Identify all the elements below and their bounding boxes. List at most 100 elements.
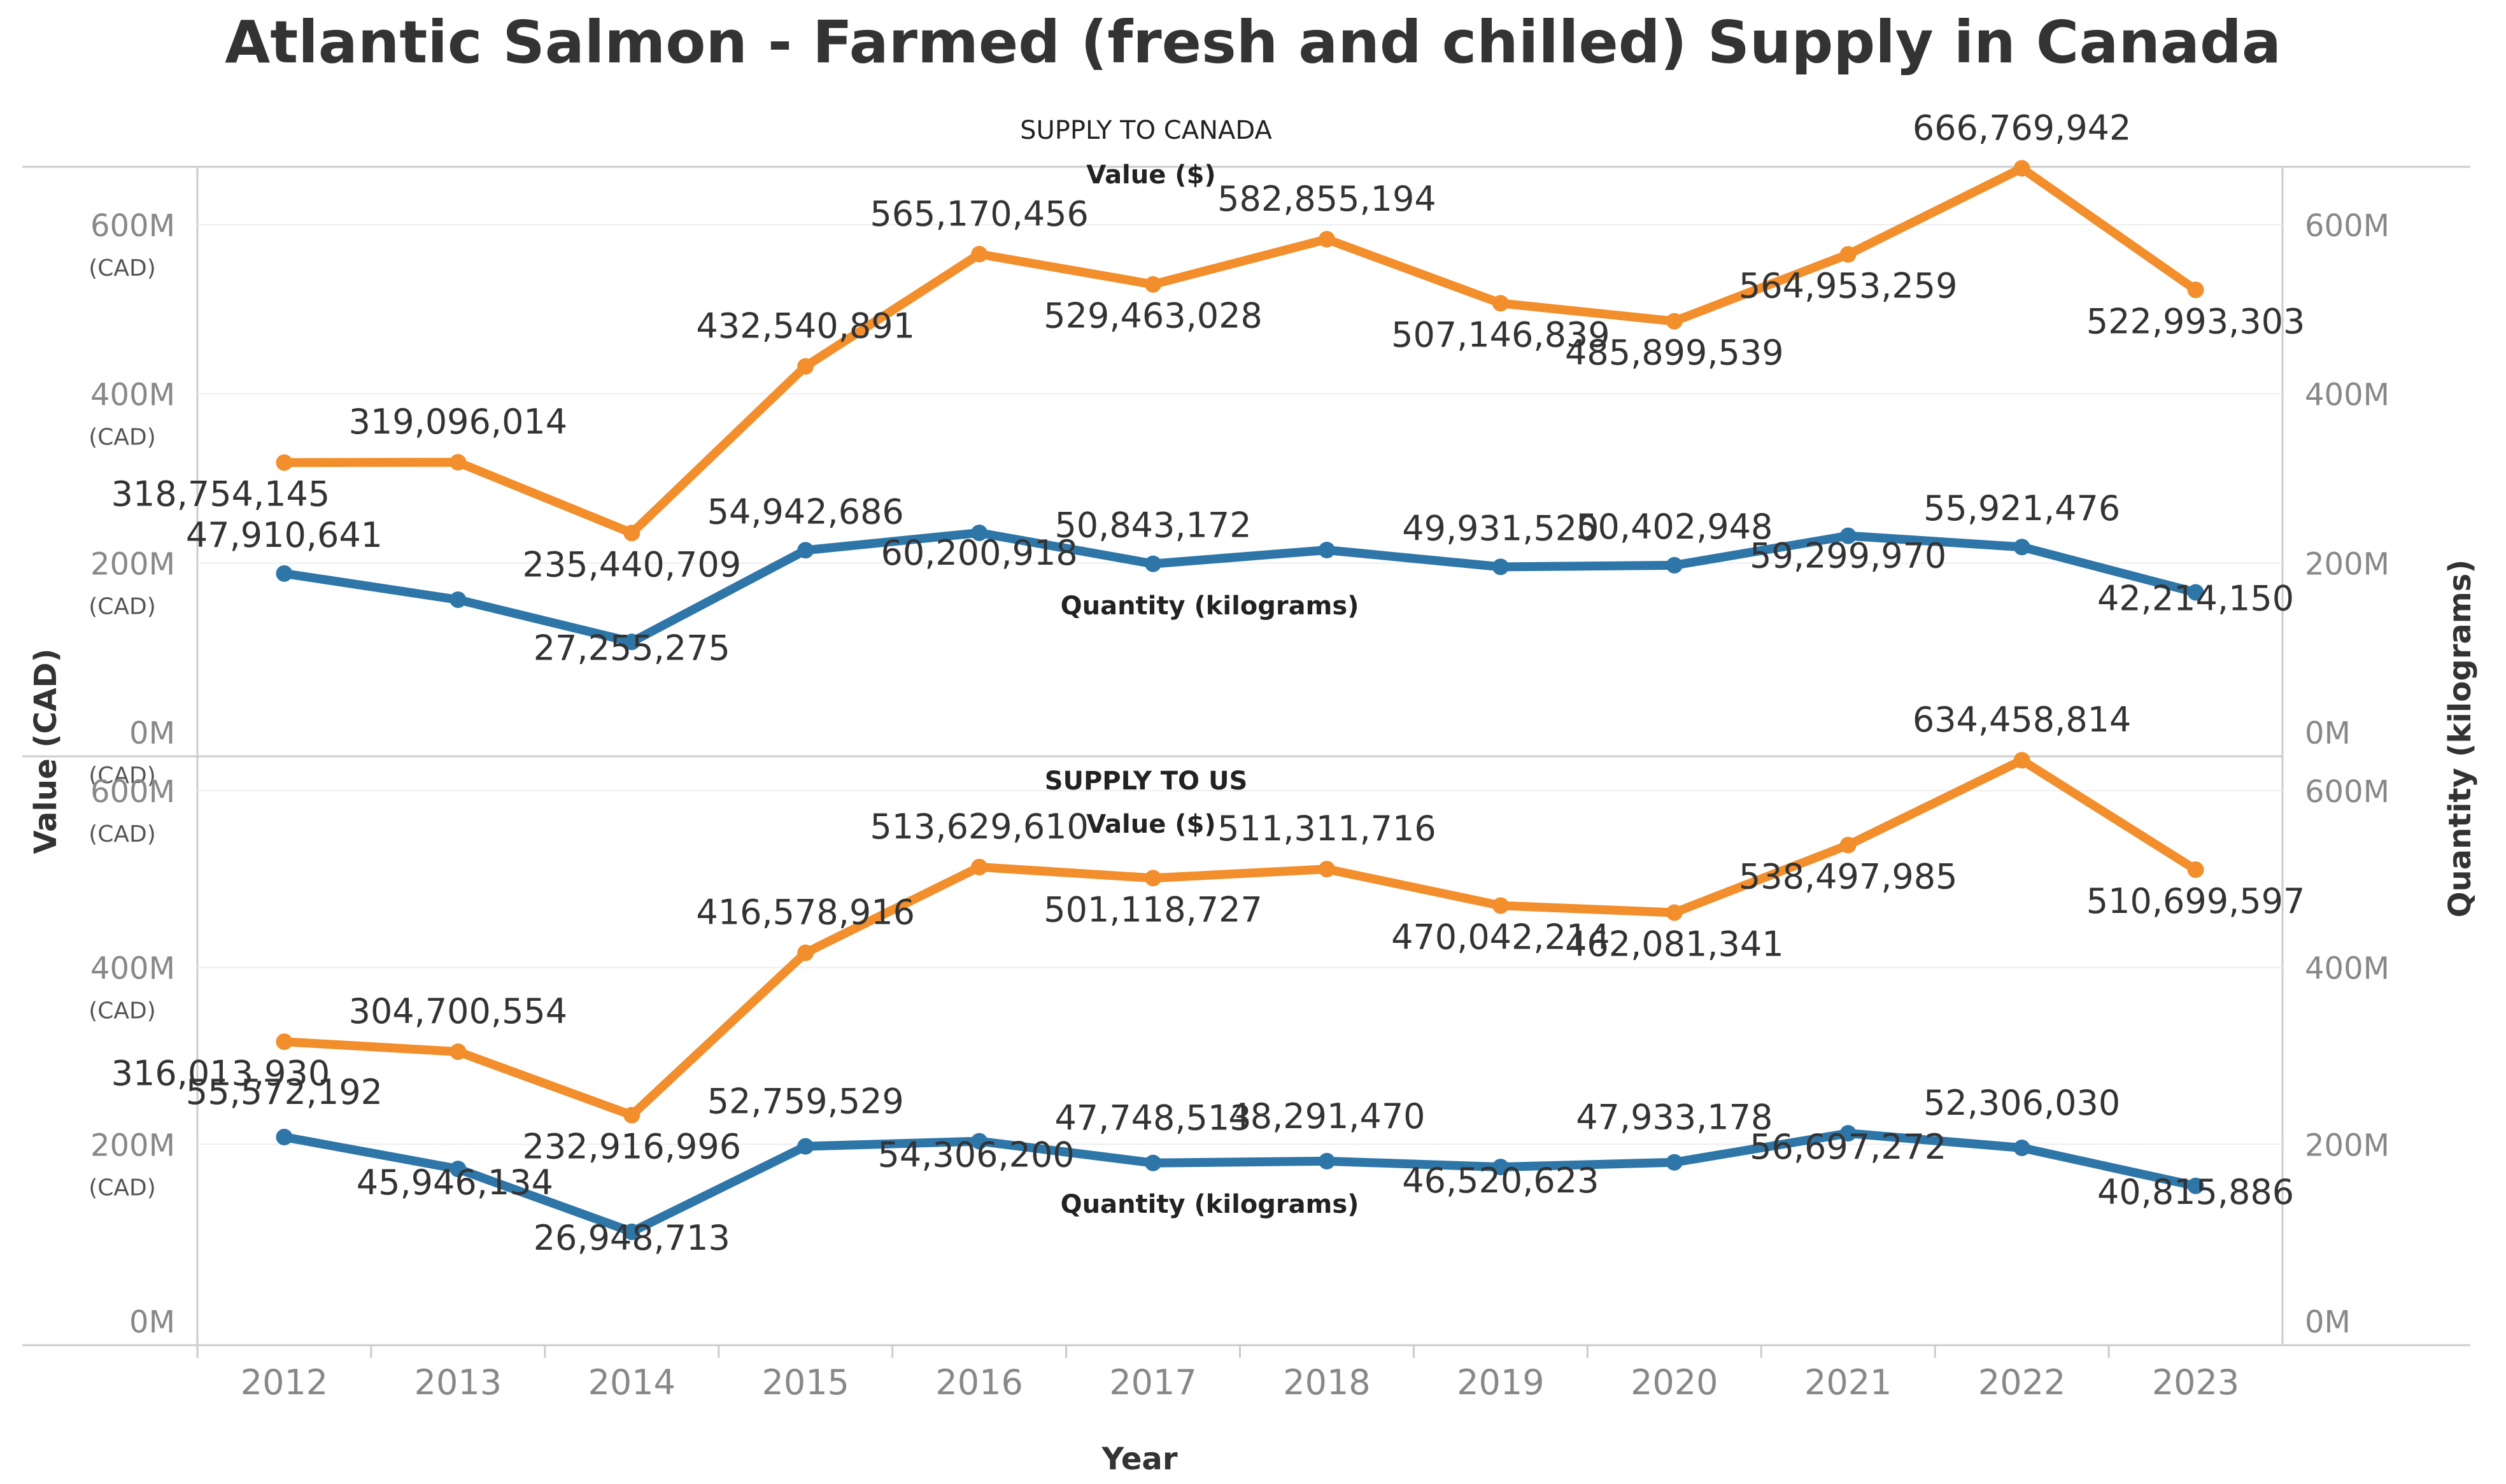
quantity-data-label: 60,200,918 [881, 533, 1078, 573]
y-unit-label: (CAD) [88, 425, 156, 451]
quantity-point [1492, 1159, 1509, 1176]
quantity-point [2187, 1177, 2204, 1194]
value-data-label: 564,953,259 [1739, 266, 1958, 306]
y-unit-label: (CAD) [88, 255, 156, 281]
value-data-label: 510,699,597 [2086, 881, 2305, 921]
quantity-data-label: 59,299,970 [1750, 536, 1946, 576]
quantity-point [2013, 539, 2030, 556]
value-data-label: 470,042,214 [1391, 917, 1610, 957]
value-line [280, 164, 2200, 538]
value-data-label: 582,855,194 [1217, 179, 1436, 219]
value-data-label: 319,096,014 [349, 402, 568, 442]
value-data-label: 316,013,930 [111, 1053, 330, 1093]
x-tick-label: 2017 [1109, 1362, 1196, 1403]
y-tick-label-right: 400M [2305, 378, 2389, 413]
quantity-data-label: 26,948,713 [534, 1218, 730, 1258]
quantity-data-label: 47,910,641 [186, 515, 383, 555]
value-point [797, 944, 814, 961]
quantity-data-label: 27,255,275 [534, 628, 730, 668]
x-tick-label: 2018 [1283, 1362, 1370, 1403]
value-data-label: 416,578,916 [696, 893, 915, 933]
y-tick-label-left: 200M [90, 1127, 175, 1163]
quantity-point [1318, 1152, 1335, 1170]
value-data-label: 507,146,839 [1391, 314, 1610, 355]
value-point [1666, 904, 1683, 921]
value-point [1145, 870, 1162, 887]
value-point [276, 1033, 293, 1050]
quantity-data-label: 55,921,476 [1923, 488, 2120, 528]
value-point [276, 454, 293, 471]
value-point [971, 246, 988, 263]
value-point [797, 358, 814, 375]
quantity-data-label: 49,931,520 [1402, 508, 1599, 548]
quantity-point [450, 591, 467, 608]
value-point [450, 1043, 467, 1060]
value-point [2187, 861, 2204, 878]
value-data-label: 565,170,456 [870, 194, 1089, 234]
x-tick-label: 2013 [414, 1362, 502, 1403]
value-data-label: 462,081,341 [1565, 924, 1784, 964]
y-tick-label-right: 0M [2305, 1304, 2351, 1340]
quantity-data-label: 55,572,192 [186, 1072, 383, 1112]
value-point [1839, 837, 1857, 854]
x-tick-label: 2015 [761, 1362, 849, 1403]
quantity-data-label: 54,306,200 [878, 1135, 1075, 1175]
y-unit-label: (CAD) [88, 821, 156, 847]
y-tick-label-left: 600M [90, 774, 175, 810]
x-tick-label: 2012 [241, 1362, 328, 1403]
value-point [1492, 897, 1509, 914]
panels: 0M 0M (CAD) 200M 200M (CAD) 400M 400M (CAD) 600M 6… [22, 108, 2470, 1346]
series-title-value: Value ($) [1086, 810, 1215, 839]
value-data-label: 522,993,303 [2086, 301, 2305, 341]
value-data-label: 432,540,891 [696, 306, 915, 346]
value-point [1492, 295, 1509, 312]
panel-title: SUPPLY TO CANADA [1020, 116, 1272, 145]
y-unit-label: (CAD) [88, 998, 156, 1024]
y-tick-label-left: 600M [90, 208, 175, 244]
value-data-label: 538,497,985 [1739, 856, 1958, 896]
quantity-data-label: 45,946,134 [357, 1162, 553, 1203]
quantity-point [1492, 558, 1509, 576]
quantity-data-label: 54,942,686 [707, 491, 904, 532]
x-tick-label: 2021 [1804, 1362, 1892, 1403]
value-point [971, 858, 988, 875]
quantity-data-label: 50,402,948 [1576, 507, 1773, 547]
y-tick-label-right: 600M [2305, 774, 2389, 810]
value-line [280, 756, 2200, 1120]
quantity-point [276, 565, 293, 582]
quantity-point [1839, 527, 1857, 544]
value-data-label: 634,458,814 [1913, 700, 2132, 740]
quantity-point [2187, 584, 2204, 601]
quantity-line [280, 1129, 2200, 1236]
y-axis-title-right: Quantity (kilograms) [2442, 560, 2478, 918]
x-tick-label: 2019 [1457, 1362, 1544, 1403]
quantity-point [1318, 542, 1335, 558]
quantity-data-label: 47,748,513 [1054, 1098, 1251, 1138]
series-title-quantity: Quantity (kilograms) [1061, 1190, 1359, 1219]
y-tick-label-left: 0M [129, 1304, 175, 1340]
y-tick-label-right: 600M [2305, 208, 2389, 244]
x-axis-title: Year [1101, 1441, 1178, 1477]
y-tick-label-left: 400M [90, 951, 175, 987]
x-tick-label: 2022 [1978, 1362, 2065, 1403]
y-tick-label-right: 200M [2305, 1127, 2389, 1163]
value-point [1839, 246, 1857, 263]
quantity-point [623, 633, 641, 651]
series-title-value: Value ($) [1086, 160, 1215, 190]
value-data-label: 513,629,610 [870, 807, 1089, 847]
x-tick-label: 2014 [588, 1362, 676, 1403]
quantity-data-label: 42,214,150 [2097, 578, 2294, 618]
value-point [1145, 276, 1162, 293]
y-tick-label-left: 0M [129, 716, 175, 751]
y-tick-label-right: 0M [2305, 716, 2351, 751]
value-point [623, 1106, 641, 1124]
value-point [450, 454, 467, 471]
x-axis: 2012 2013 2014 2015 2016 2017 2018 2019 2020 2021… [196, 1345, 2239, 1403]
panel-canada: 0M 0M (CAD) 200M 200M (CAD) 400M 400M (CAD) 600M 6… [22, 108, 2470, 789]
quantity-point [797, 1138, 814, 1155]
value-point [2013, 160, 2030, 177]
quantity-point [1145, 555, 1162, 572]
quantity-line [280, 528, 2200, 647]
series-title-quantity: Quantity (kilograms) [1061, 591, 1359, 621]
